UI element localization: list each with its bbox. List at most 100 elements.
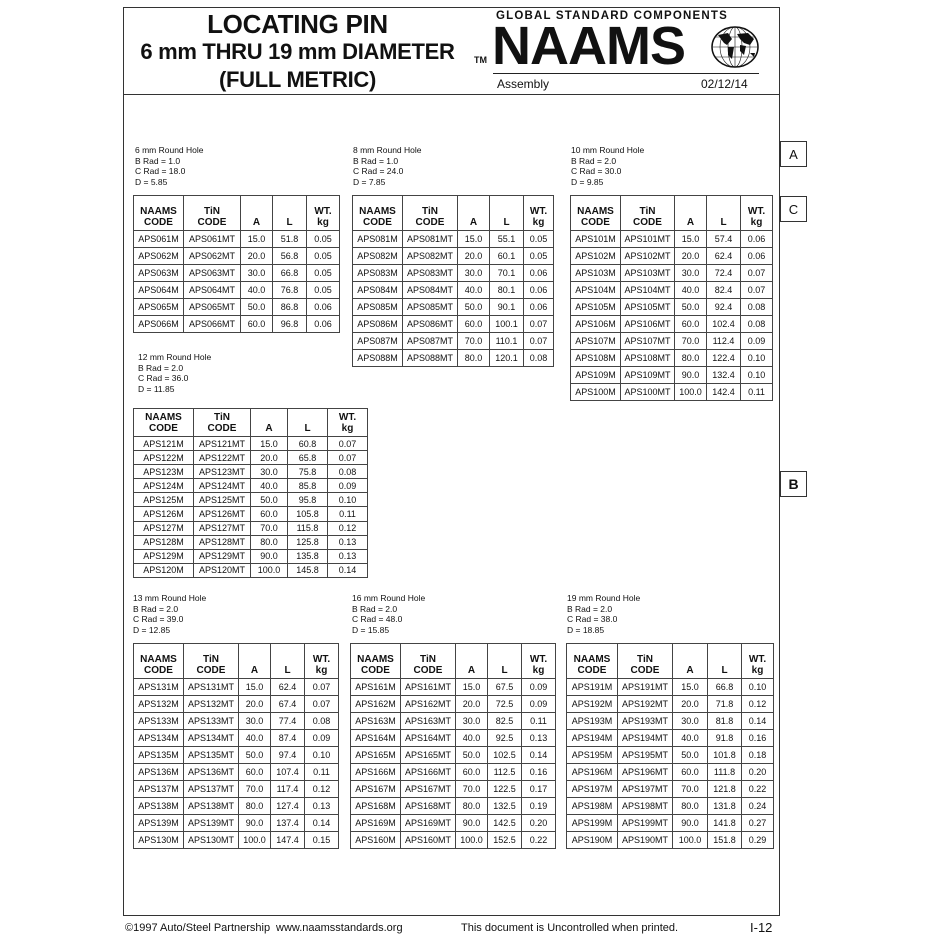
- column-header-line: NAAMS: [140, 654, 177, 665]
- column-header-line: CODE: [413, 665, 443, 676]
- a-value-cell: 40.0: [457, 281, 490, 299]
- column-header: L: [287, 408, 328, 437]
- column-header: L: [707, 643, 742, 679]
- l-value-cell: 142.4: [706, 383, 741, 401]
- table-row: APS126M APS126MT 60.0 105.8 0.11: [133, 506, 368, 522]
- a-value-cell: 60.0: [457, 315, 490, 333]
- tin-code-cell: APS083MT: [402, 264, 458, 282]
- column-header-line: L: [720, 217, 727, 228]
- l-value-cell: 101.8: [707, 746, 742, 764]
- tin-code-cell: APS108MT: [620, 349, 675, 367]
- tin-code-cell: APS139MT: [183, 814, 239, 832]
- section-c-rad: C Rad = 18.0: [135, 166, 186, 176]
- weight-kg-cell: 0.18: [741, 746, 774, 764]
- naams-code-cell: APS106M: [570, 315, 621, 333]
- naams-code-cell: APS083M: [352, 264, 403, 282]
- a-value-cell: 50.0: [240, 298, 273, 316]
- column-header-line: L: [501, 665, 508, 676]
- spec-table: NAAMS CODE TiN CODE A L WT. kg APS131M APS131MT…: [133, 643, 339, 849]
- table-row: APS121M APS121MT 15.0 60.8 0.07: [133, 435, 368, 452]
- column-header-line: TiN: [204, 206, 220, 217]
- naams-code-cell: APS166M: [350, 763, 401, 781]
- l-value-cell: 102.4: [706, 315, 741, 333]
- column-header: TiN CODE: [620, 195, 675, 231]
- a-value-cell: 70.0: [238, 780, 271, 798]
- l-value-cell: 62.4: [706, 247, 741, 265]
- column-header: NAAMS CODE: [133, 643, 184, 679]
- tin-code-cell: APS100MT: [620, 383, 675, 401]
- a-value-cell: 30.0: [674, 264, 707, 282]
- section-d: D = 9.85: [571, 176, 604, 187]
- weight-kg-cell: 0.29: [741, 831, 774, 849]
- column-header-line: CODE: [144, 217, 173, 228]
- l-value-cell: 80.1: [489, 281, 524, 299]
- l-value-cell: 67.5: [487, 678, 522, 696]
- naams-code-cell: APS161M: [350, 678, 401, 696]
- side-tab-c[interactable]: C: [780, 196, 807, 222]
- naams-code-cell: APS120M: [133, 562, 194, 578]
- table-row: APS135M APS135MT 50.0 97.4 0.10: [133, 746, 339, 764]
- side-tab-b[interactable]: B: [780, 471, 807, 497]
- weight-kg-cell: 0.22: [521, 831, 556, 849]
- column-header-line: A: [250, 665, 259, 676]
- a-value-cell: 100.0: [674, 383, 707, 401]
- tin-code-cell: APS122MT: [193, 450, 251, 466]
- column-header-line: TiN: [422, 206, 438, 217]
- section-d: D = 12.85: [133, 624, 171, 635]
- a-value-cell: 90.0: [455, 814, 488, 832]
- tin-code-cell: APS123MT: [193, 464, 251, 480]
- section-spec-label: 16 mm Round Hole B Rad = 2.0 C Rad = 48.0 D…: [352, 593, 425, 635]
- side-tab-a[interactable]: A: [780, 141, 807, 167]
- tin-code-cell: APS163MT: [400, 712, 456, 730]
- weight-kg-cell: 0.07: [740, 281, 773, 299]
- table-row: APS088M APS088MT 80.0 120.1 0.08: [352, 349, 554, 367]
- section-title: 13 mm Round Hole: [133, 593, 207, 603]
- a-value-cell: 80.0: [674, 349, 707, 367]
- tin-code-cell: APS103MT: [620, 264, 675, 282]
- section-d: D = 18.85: [567, 624, 605, 635]
- spec-table: NAAMS CODE TiN CODE A L WT. kg APS061M APS061MT…: [133, 195, 340, 333]
- column-header-line: TiN: [637, 654, 653, 665]
- column-header-line: [274, 206, 306, 217]
- naams-code-cell: APS104M: [570, 281, 621, 299]
- table-row: APS066M APS066MT 60.0 96.8 0.06: [133, 315, 340, 333]
- column-header-line: [491, 206, 523, 217]
- table-row: APS194M APS194MT 40.0 91.8 0.16: [566, 729, 774, 747]
- weight-kg-cell: 0.07: [304, 695, 339, 713]
- tin-code-cell: APS088MT: [402, 349, 458, 367]
- tin-code-cell: APS087MT: [402, 332, 458, 350]
- tin-code-cell: APS128MT: [193, 534, 251, 550]
- l-value-cell: 120.1: [489, 349, 524, 367]
- naams-code-cell: APS198M: [566, 797, 618, 815]
- l-value-cell: 121.8: [707, 780, 742, 798]
- tin-code-cell: APS066MT: [183, 315, 241, 333]
- a-value-cell: 40.0: [455, 729, 488, 747]
- weight-kg-cell: 0.14: [521, 746, 556, 764]
- table-row: APS167M APS167MT 70.0 122.5 0.17: [350, 780, 556, 798]
- naams-code-cell: APS063M: [133, 264, 184, 282]
- tin-code-cell: APS196MT: [617, 763, 673, 781]
- naams-code-cell: APS123M: [133, 464, 194, 480]
- column-header-line: WT.: [747, 206, 766, 217]
- a-value-cell: 60.0: [455, 763, 488, 781]
- table-row: APS168M APS168MT 80.0 132.5 0.19: [350, 797, 556, 815]
- weight-kg-cell: 0.10: [741, 678, 774, 696]
- footer-website[interactable]: www.naamsstandards.org: [276, 922, 403, 934]
- tin-code-cell: APS195MT: [617, 746, 673, 764]
- naams-code-cell: APS191M: [566, 678, 618, 696]
- column-header-line: A: [686, 665, 694, 676]
- table-row: APS130M APS130MT 100.0 147.4 0.15: [133, 831, 339, 849]
- l-value-cell: 131.8: [707, 797, 742, 815]
- l-value-cell: 90.1: [489, 298, 524, 316]
- a-value-cell: 40.0: [238, 729, 271, 747]
- column-header-line: WT.: [338, 412, 357, 423]
- l-value-cell: 57.4: [706, 230, 741, 248]
- column-header-line: WT.: [314, 206, 332, 217]
- l-value-cell: 132.4: [706, 366, 741, 384]
- column-header: A: [455, 643, 488, 679]
- table-row: APS160M APS160MT 100.0 152.5 0.22: [350, 831, 556, 849]
- table-row: APS169M APS169MT 90.0 142.5 0.20: [350, 814, 556, 832]
- naams-code-cell: APS121M: [133, 435, 194, 452]
- section-title: 12 mm Round Hole: [138, 352, 212, 362]
- spec-table: NAAMS CODE TiN CODE A L WT. kg APS161M APS161MT…: [350, 643, 556, 849]
